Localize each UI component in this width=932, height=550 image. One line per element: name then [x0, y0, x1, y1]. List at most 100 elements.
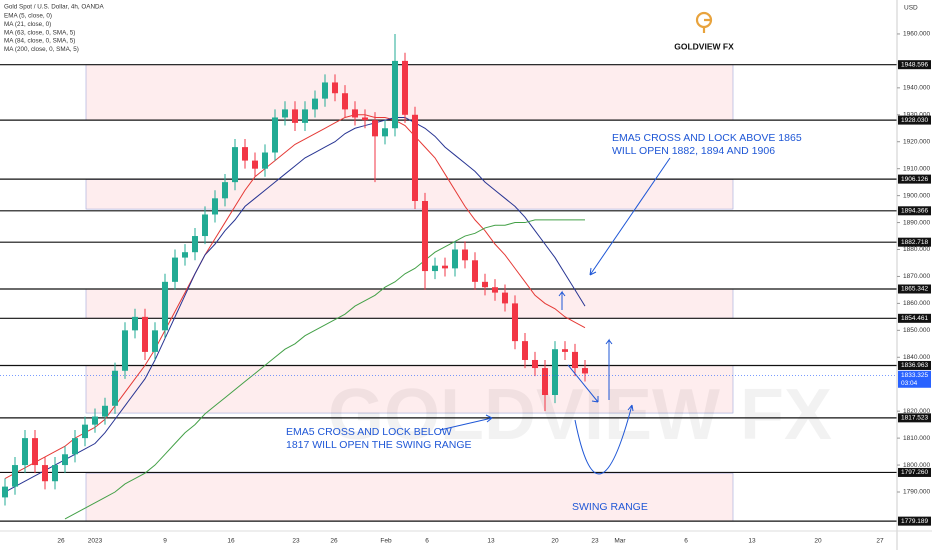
candle-body	[142, 316, 148, 352]
x-tick-label: Feb	[380, 538, 392, 545]
candle-body	[222, 182, 228, 199]
candle-body	[252, 160, 258, 169]
candle-body	[302, 109, 308, 123]
arrow	[589, 157, 671, 276]
candle-body	[332, 82, 338, 94]
last-price-box	[898, 370, 931, 388]
y-tick-label: 1810.000	[903, 435, 930, 442]
candle-body	[122, 330, 128, 371]
countdown: 03:04	[901, 380, 918, 387]
level-label: 1894.366	[901, 208, 928, 215]
candle-body	[242, 147, 248, 161]
candle-body	[2, 486, 8, 498]
y-tick-label: 1820.000	[903, 408, 930, 415]
candle-body	[552, 349, 558, 396]
candle-body	[162, 281, 168, 331]
arrow	[567, 364, 599, 403]
candle-body	[542, 368, 548, 396]
level-label-box	[898, 60, 931, 70]
annotation: EMA5 CROSS AND LOCK ABOVE 1865	[612, 132, 802, 144]
level-label: 1906.126	[901, 176, 928, 183]
arrow	[605, 338, 613, 400]
level-label-box	[898, 467, 931, 477]
y-tick-label: 1800.000	[903, 462, 930, 469]
level-label: 1797.260	[901, 469, 928, 476]
candle-body	[292, 109, 298, 123]
last-price-label: 1833.325	[901, 372, 928, 379]
candle-body	[572, 351, 578, 369]
candle-body	[32, 438, 38, 466]
annotation: WILL OPEN 1882, 1894 AND 1906	[612, 145, 775, 157]
level-label-box	[898, 516, 931, 526]
candle-body	[182, 252, 188, 258]
candle-body	[472, 260, 478, 282]
candle-body	[202, 214, 208, 237]
arrow	[574, 404, 634, 475]
level-label: 1854.461	[901, 315, 928, 322]
candle-body	[482, 281, 488, 288]
candle-body	[172, 257, 178, 282]
candle-body	[452, 249, 458, 269]
level-label: 1865.342	[901, 286, 928, 293]
currency: USD	[904, 5, 918, 12]
candle-body	[512, 303, 518, 342]
zone	[85, 472, 734, 522]
arrow	[439, 414, 493, 431]
x-tick-label: Mar	[614, 538, 626, 545]
candle-body	[532, 359, 538, 369]
candle-body	[112, 370, 118, 406]
candle-body	[192, 236, 198, 253]
candle-body	[272, 117, 278, 153]
y-tick-label: 1960.000	[903, 31, 930, 38]
candle-body	[262, 152, 268, 169]
legend-entry: MA (84, close, 0, SMA, 5)	[4, 38, 75, 45]
candle-body	[432, 265, 438, 272]
arrow	[558, 290, 566, 310]
y-tick-label: 1850.000	[903, 327, 930, 334]
annotation: 1817 WILL OPEN THE SWING RANGE	[286, 439, 472, 451]
candle-body	[342, 93, 348, 110]
ma-line	[64, 219, 585, 520]
x-tick-label: 26	[330, 538, 338, 545]
y-tick-label: 1900.000	[903, 192, 930, 199]
annotation: SWING RANGE	[572, 501, 648, 513]
x-tick-label: 16	[227, 538, 235, 545]
candle-body	[562, 349, 568, 352]
y-tick-label: 1870.000	[903, 273, 930, 280]
legend-entry: EMA (5, close, 0)	[4, 13, 52, 20]
y-tick-label: 1840.000	[903, 354, 930, 361]
legend-entry: MA (21, close, 0)	[4, 21, 51, 28]
candle-body	[412, 114, 418, 202]
x-tick-label: 20	[551, 538, 559, 545]
candle-body	[72, 438, 78, 455]
x-tick-label: 6	[425, 538, 429, 545]
plot	[2, 33, 588, 520]
level-label-box	[898, 313, 931, 323]
y-tick-label: 1940.000	[903, 85, 930, 92]
candle-body	[382, 128, 388, 137]
candle-body	[92, 416, 98, 425]
candle-body	[442, 265, 448, 269]
candle-body	[582, 368, 588, 374]
candle-body	[392, 60, 398, 129]
y-tick-label: 1930.000	[903, 112, 930, 119]
x-tick-label: 2023	[88, 538, 103, 545]
y-tick-label: 1790.000	[903, 489, 930, 496]
candle-body	[502, 292, 508, 304]
x-tick-label: 20	[814, 538, 822, 545]
zones	[85, 64, 734, 522]
candle-body	[372, 120, 378, 137]
x-tick-label: 13	[748, 538, 756, 545]
legend-entry: MA (200, close, 0, SMA, 5)	[4, 46, 79, 53]
logo: GOLDVIEW FX	[674, 11, 734, 51]
arrows	[439, 157, 671, 475]
level-label: 1779.189	[901, 518, 928, 525]
x-tick-label: 23	[591, 538, 599, 545]
level-label-box	[898, 206, 931, 216]
zone	[85, 64, 734, 121]
zone	[85, 179, 734, 210]
level-label: 1836.963	[901, 362, 928, 369]
x-tick-label: 26	[57, 538, 65, 545]
